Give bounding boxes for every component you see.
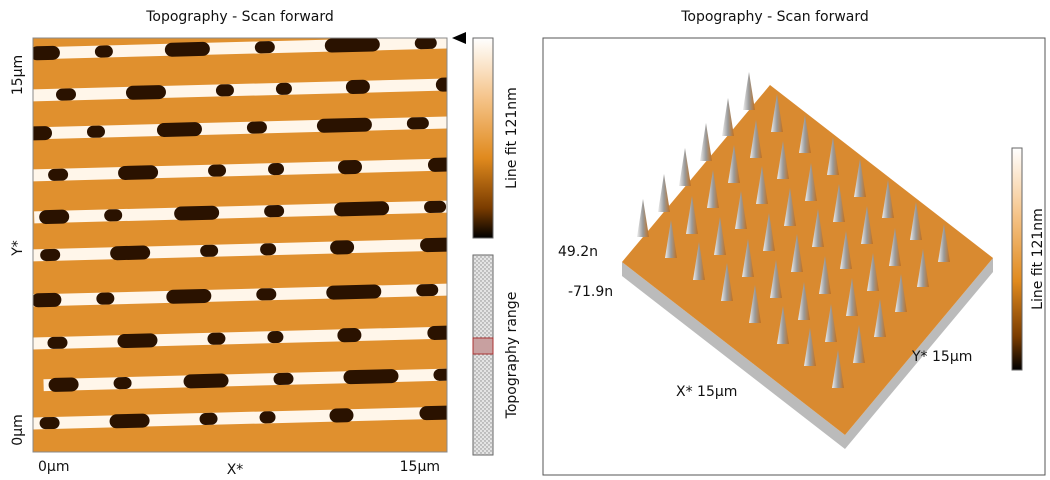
left-panel: Topography - Scan forward 15µm Y* 0µm 0µ…: [0, 9, 520, 478]
marker: [452, 32, 466, 44]
right-panel: Topography - Scan forward 49.2n -71.9n X…: [543, 9, 1046, 475]
range-handle[interactable]: [473, 338, 493, 354]
colorbar: [1012, 148, 1022, 370]
y-axis-label: Y* 15µm: [911, 349, 972, 365]
afm-window: Topography - Scan forward 15µm Y* 0µm 0µ…: [0, 0, 1050, 480]
colorbar-label: Line fit 121nm: [504, 87, 520, 189]
x-axis-label: X* 15µm: [676, 384, 737, 400]
x-left-label: 0µm: [38, 459, 69, 475]
colorbar-label: Line fit 121nm: [1030, 208, 1046, 310]
z-bottom-label: -71.9n: [568, 284, 613, 300]
panel-title: Topography - Scan forward: [145, 9, 334, 25]
z-top-label: 49.2n: [558, 244, 598, 260]
x-right-label: 15µm: [400, 459, 440, 475]
y-bottom-label: 0µm: [10, 414, 26, 445]
colorbar: [473, 38, 493, 238]
range-bar[interactable]: [473, 255, 493, 455]
y-axis-label: Y*: [10, 240, 26, 257]
panel-title: Topography - Scan forward: [680, 9, 869, 25]
topography-image: [0, 34, 505, 452]
range-label: Topography range: [504, 292, 520, 420]
y-top-label: 15µm: [10, 55, 26, 95]
x-axis-label: X*: [227, 462, 244, 478]
